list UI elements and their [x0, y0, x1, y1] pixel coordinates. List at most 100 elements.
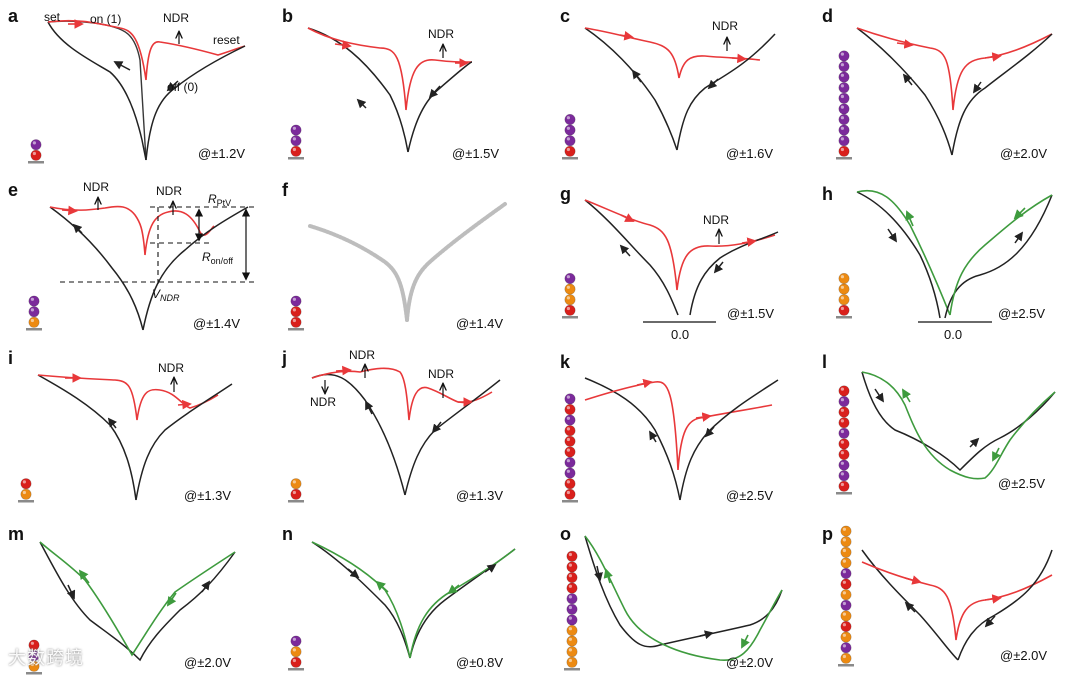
molecule-stack-o — [564, 550, 580, 671]
ball-highlight — [840, 461, 845, 465]
molecule-stack-i — [18, 478, 34, 503]
molecule-ball-orange — [566, 656, 578, 668]
molecule-ball-red — [564, 425, 576, 437]
annotation-reset: reset — [213, 33, 240, 47]
molecule-ball-red — [564, 488, 576, 500]
panel-label-k: k — [560, 352, 571, 372]
panel-label-a: a — [8, 6, 19, 26]
panel-label-g: g — [560, 184, 571, 204]
annotation-ndr: NDR — [428, 367, 454, 381]
molecule-ball-red — [564, 435, 576, 447]
molecule-ball-purple — [30, 139, 42, 151]
molecule-stacks — [18, 50, 854, 675]
electrode-base — [288, 668, 304, 671]
ball-highlight — [566, 285, 571, 289]
panel-j: j NDR NDR NDR @±1.3V — [281, 348, 503, 503]
ball-highlight — [840, 408, 845, 412]
ball-highlight — [292, 137, 296, 141]
annotation-ndr: NDR — [712, 19, 738, 33]
ball-highlight — [566, 147, 571, 152]
panel-label-f: f — [282, 180, 289, 200]
molecule-ball-orange — [840, 589, 852, 601]
molecule-ball-orange — [840, 610, 852, 622]
molecule-ball-orange — [564, 294, 576, 306]
molecule-ball-purple — [564, 272, 576, 284]
label-ronoff: Ron/off — [202, 250, 234, 266]
ball-highlight — [840, 306, 845, 311]
molecule-ball-orange — [840, 525, 852, 537]
ball-highlight — [842, 633, 847, 637]
annotation-ndr: NDR — [310, 395, 336, 409]
molecule-ball-purple — [838, 92, 850, 104]
annotation-ndr: NDR — [428, 27, 454, 41]
molecule-stack-b — [288, 124, 304, 160]
electrode-base — [562, 500, 578, 503]
ball-highlight — [292, 658, 296, 663]
molecule-ball-red — [290, 306, 302, 318]
molecule-ball-purple — [564, 467, 576, 479]
electrode-base — [26, 672, 42, 675]
molecule-ball-orange — [840, 536, 852, 548]
ball-highlight — [292, 308, 296, 312]
trace-gray — [308, 224, 409, 322]
panel-label-h: h — [822, 184, 833, 204]
voltage-label: @±2.5V — [726, 488, 773, 503]
molecule-ball-purple — [838, 395, 850, 407]
molecule-stack-j — [288, 478, 304, 503]
panel-c: c NDR @±1.6V — [560, 6, 776, 161]
molecule-ball-red — [290, 488, 302, 500]
panel-k: k @±2.5V — [560, 352, 779, 503]
ball-highlight — [566, 459, 571, 463]
voltage-label: @±2.0V — [726, 655, 773, 670]
ball-highlight — [842, 644, 847, 648]
ball-highlight — [568, 616, 573, 620]
molecule-ball-red — [838, 145, 850, 157]
ball-highlight — [840, 429, 845, 434]
molecule-stack-k — [562, 393, 578, 503]
molecule-stack-e — [26, 295, 42, 331]
molecule-ball-orange — [290, 646, 302, 658]
molecule-ball-purple — [290, 635, 302, 647]
ball-highlight — [840, 275, 845, 279]
annotation-ndr: NDR — [158, 361, 184, 375]
panel-b: b NDR @±1.5V — [282, 6, 499, 161]
molecule-ball-orange — [566, 635, 578, 647]
molecule-ball-red — [566, 550, 578, 562]
molecule-ball-red — [838, 438, 850, 450]
ball-highlight — [840, 84, 845, 88]
molecule-ball-red — [564, 145, 576, 157]
molecule-ball-purple — [290, 135, 302, 147]
molecule-ball-purple — [290, 124, 302, 136]
voltage-label: @±1.6V — [726, 146, 773, 161]
ball-highlight — [32, 141, 37, 145]
ball-highlight — [842, 559, 847, 563]
ball-highlight — [840, 116, 845, 120]
molecule-ball-purple — [838, 71, 850, 83]
molecule-ball-red — [838, 385, 850, 397]
molecule-ball-purple — [838, 50, 850, 62]
ball-highlight — [840, 52, 845, 56]
ball-highlight — [840, 472, 845, 476]
electrode-base — [18, 500, 34, 503]
molecule-stack-h — [836, 272, 852, 319]
ball-highlight — [568, 637, 573, 641]
zero-label: 0.0 — [671, 327, 689, 342]
ball-highlight — [840, 296, 845, 300]
annotation-ndr: NDR — [349, 348, 375, 362]
voltage-label: @±2.0V — [1000, 146, 1047, 161]
electrode-base — [288, 500, 304, 503]
molecule-ball-red — [566, 571, 578, 583]
panel-l: l @±2.5V — [822, 352, 1056, 491]
panel-f: f @±1.4V — [282, 180, 507, 331]
molecule-ball-purple — [566, 593, 578, 605]
molecule-ball-purple — [564, 114, 576, 126]
ball-highlight — [568, 584, 573, 588]
ball-highlight — [292, 318, 296, 323]
panel-p: p @±2.0V — [822, 524, 1053, 663]
panel-label-c: c — [560, 6, 570, 26]
ball-highlight — [840, 147, 845, 152]
electrode-base — [288, 157, 304, 160]
ball-highlight — [842, 591, 847, 595]
molecule-ball-purple — [838, 103, 850, 115]
